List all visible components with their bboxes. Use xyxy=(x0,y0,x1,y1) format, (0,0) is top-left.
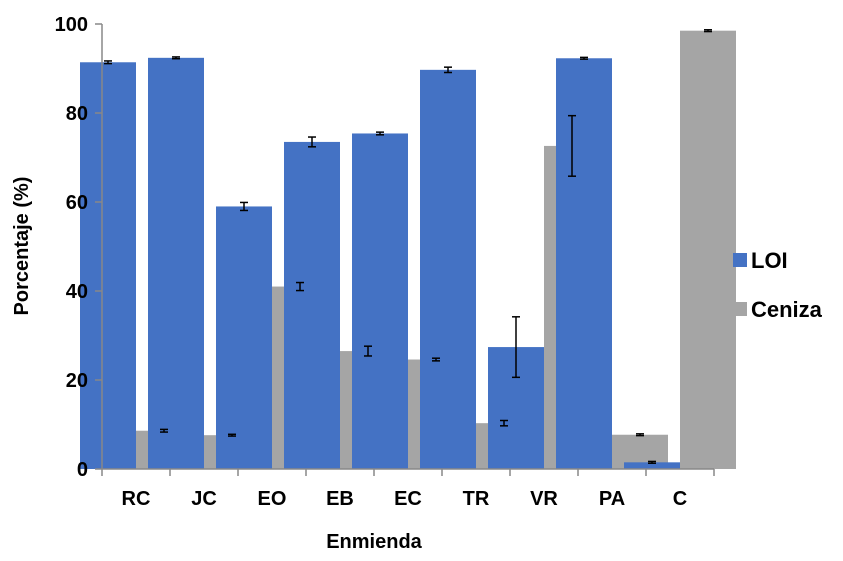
x-tick-label-tr: TR xyxy=(463,488,490,510)
error-bar-loi-c xyxy=(648,460,656,464)
x-tick-label-eo: EO xyxy=(258,488,287,510)
bar-loi-c xyxy=(624,462,680,469)
error-bar-ceniza-tr xyxy=(500,419,508,427)
legend-swatch-loi xyxy=(733,253,747,267)
bars-layer xyxy=(80,30,736,470)
legend-label-loi: LOI xyxy=(751,248,788,273)
error-bar-loi-ec xyxy=(376,131,384,136)
error-bar-ceniza-jc xyxy=(228,433,236,437)
bar-loi-rc xyxy=(80,62,136,470)
x-tick-label-vr: VR xyxy=(530,488,558,510)
error-bar-loi-rc xyxy=(104,60,112,65)
y-tick-label-40: 40 xyxy=(66,281,88,303)
x-tick-label-c: C xyxy=(673,488,687,510)
error-bar-ceniza-ec xyxy=(432,357,440,362)
error-bar-loi-eo xyxy=(240,201,248,212)
y-tick-label-0: 0 xyxy=(77,459,88,481)
y-tick-label-100: 100 xyxy=(55,14,88,36)
y-ticks-layer: 0 20 40 60 80 100 xyxy=(55,14,102,481)
bar-loi-tr xyxy=(420,69,476,470)
x-tick-label-ec: EC xyxy=(394,488,422,510)
error-bar-loi-tr xyxy=(444,66,452,74)
error-bar-ceniza-eb xyxy=(364,345,372,357)
bar-loi-jc xyxy=(148,57,204,469)
error-bars-layer xyxy=(104,29,712,464)
y-tick-label-80: 80 xyxy=(66,103,88,125)
x-tick-label-pa: PA xyxy=(599,488,625,510)
error-bar-ceniza-eo xyxy=(296,281,304,292)
x-tick-label-jc: JC xyxy=(191,488,217,510)
y-tick-label-20: 20 xyxy=(66,370,88,392)
x-ticks-layer: RC JC EO EB EC TR VR PA C xyxy=(101,469,715,510)
error-bar-loi-jc xyxy=(172,56,180,60)
y-axis-title: Porcentaje (%) xyxy=(11,177,33,316)
x-tick-label-eb: EB xyxy=(326,488,354,510)
legend-label-ceniza: Ceniza xyxy=(751,297,823,322)
error-bar-ceniza-c xyxy=(704,29,712,33)
bar-ceniza-c xyxy=(680,30,736,470)
bar-loi-pa xyxy=(556,58,612,469)
x-tick-label-rc: RC xyxy=(122,488,151,510)
error-bar-ceniza-vr xyxy=(568,114,576,177)
error-bar-ceniza-rc xyxy=(160,428,168,433)
error-bar-loi-eb xyxy=(308,136,316,148)
bar-loi-eb xyxy=(284,141,340,470)
error-bar-ceniza-pa xyxy=(636,433,644,437)
legend: LOI Ceniza xyxy=(733,248,823,322)
axes-layer xyxy=(101,24,714,470)
error-bar-loi-pa xyxy=(580,56,588,60)
bar-loi-ec xyxy=(352,133,408,469)
y-tick-label-60: 60 xyxy=(66,192,88,214)
error-bar-loi-vr xyxy=(512,316,520,379)
bar-loi-eo xyxy=(216,206,272,469)
legend-swatch-ceniza xyxy=(733,302,747,316)
x-axis-title: Enmienda xyxy=(326,531,422,553)
